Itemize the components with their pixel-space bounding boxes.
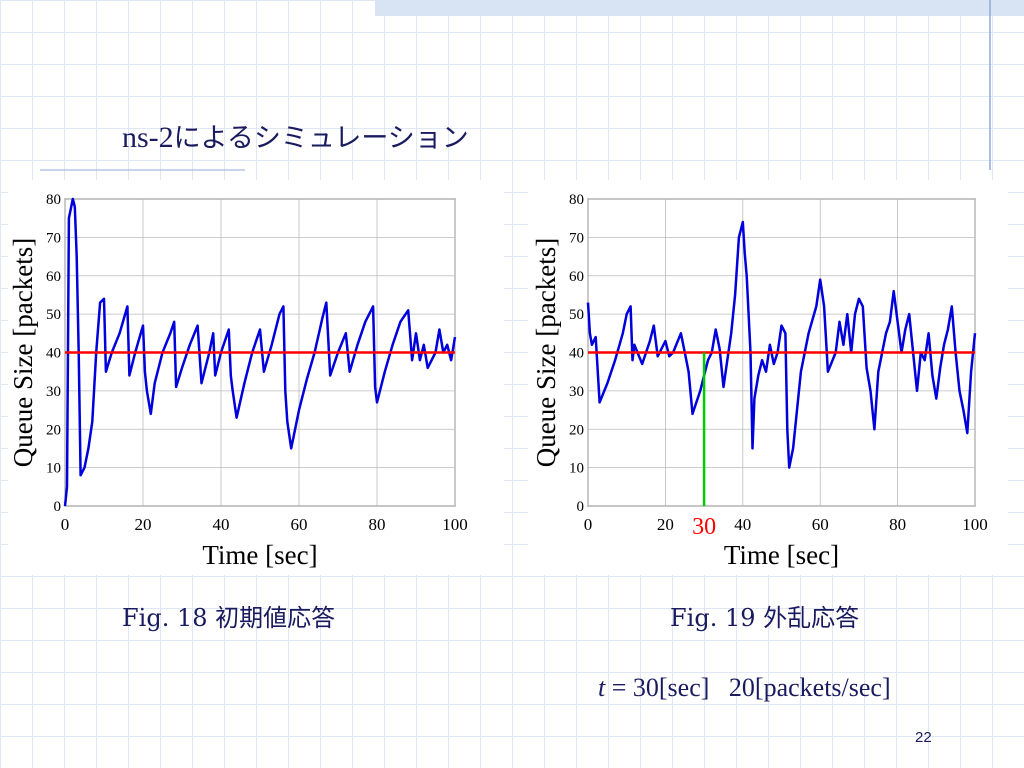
- x-tick-label: 20: [657, 515, 674, 534]
- y-tick-label: 30: [46, 384, 61, 400]
- x-tick-label: 20: [135, 515, 152, 534]
- data-line: [63, 197, 457, 507]
- x-axis-label: Time [sec]: [202, 540, 317, 570]
- caption: Fig. 18 初期値応答: [122, 604, 335, 632]
- note-text: = 30[sec] 20[packets/sec]: [605, 673, 890, 702]
- y-tick-label: 10: [569, 461, 584, 477]
- title-jp: によるシミュレーション: [174, 123, 469, 154]
- x-axis-label: Time [sec]: [724, 540, 839, 570]
- page-number: 22: [915, 729, 932, 746]
- x-tick-label: 40: [213, 515, 230, 534]
- x-tick-label: 80: [889, 515, 906, 534]
- y-tick-label: 40: [569, 346, 584, 362]
- x-tick-label: 80: [369, 515, 386, 534]
- caption: Fig. 19 外乱応答: [670, 604, 859, 632]
- x-tick-label: 0: [61, 515, 70, 534]
- y-tick-label: 50: [569, 307, 584, 323]
- event-label: 30: [692, 514, 716, 540]
- y-tick-label: 30: [569, 384, 584, 400]
- y-tick-label: 40: [46, 346, 61, 362]
- y-tick-label: 60: [569, 269, 584, 285]
- y-tick-label: 80: [46, 192, 61, 208]
- note: t = 30[sec] 20[packets/sec]: [598, 673, 891, 702]
- y-tick-label: 70: [569, 230, 584, 246]
- y-tick-label: 70: [46, 230, 61, 246]
- x-tick-label: 100: [962, 515, 988, 534]
- x-tick-label: 60: [291, 515, 308, 534]
- y-tick-label: 20: [569, 422, 584, 438]
- y-tick-label: 0: [54, 499, 62, 515]
- y-tick-label: 60: [46, 269, 61, 285]
- title-latin: ns-2: [122, 121, 174, 154]
- y-axis-label: Queue Size [packets]: [8, 238, 38, 467]
- x-tick-label: 60: [812, 515, 829, 534]
- y-axis-label: Queue Size [packets]: [531, 238, 561, 467]
- x-tick-label: 100: [442, 515, 468, 534]
- x-tick-label: 40: [734, 515, 751, 534]
- y-tick-label: 50: [46, 307, 61, 323]
- x-tick-label: 0: [584, 515, 593, 534]
- y-tick-label: 80: [569, 192, 584, 208]
- note-var: t: [598, 673, 606, 702]
- y-tick-label: 10: [46, 461, 61, 477]
- y-tick-label: 0: [577, 499, 585, 515]
- slide-title: ns-2によるシミュレーション: [122, 121, 469, 154]
- y-tick-label: 20: [46, 422, 61, 438]
- decor-band: [375, 0, 1024, 16]
